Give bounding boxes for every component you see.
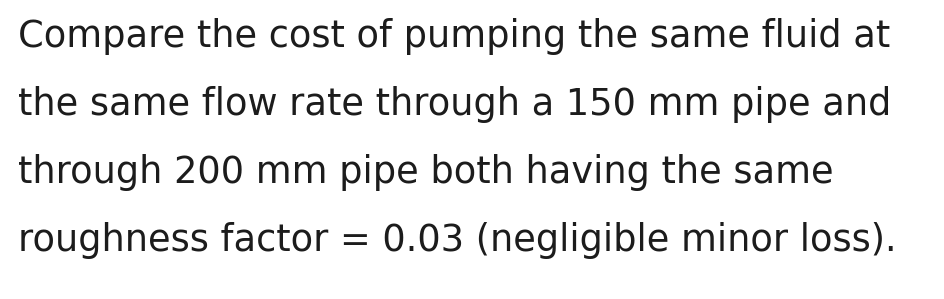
Text: roughness factor = 0.03 (negligible minor loss).: roughness factor = 0.03 (negligible mino… [18, 222, 896, 259]
Text: the same flow rate through a 150 mm pipe and: the same flow rate through a 150 mm pipe… [18, 86, 890, 123]
Text: through 200 mm pipe both having the same: through 200 mm pipe both having the same [18, 154, 833, 191]
Text: Compare the cost of pumping the same fluid at: Compare the cost of pumping the same flu… [18, 18, 889, 55]
